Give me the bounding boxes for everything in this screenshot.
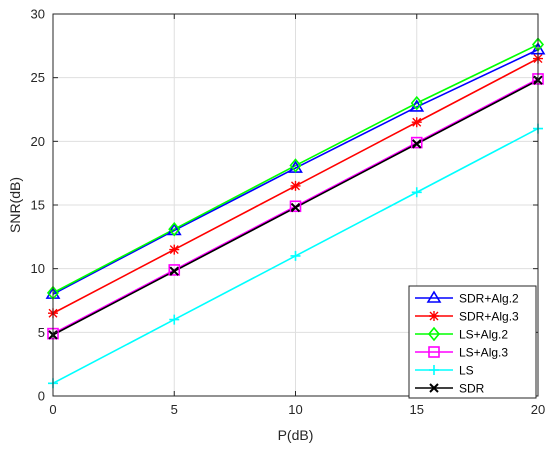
y-tick-label: 25: [31, 70, 45, 85]
data-point-LS: [290, 250, 301, 261]
y-tick-label: 10: [31, 261, 45, 276]
legend-marker-SDR: [429, 383, 439, 393]
x-axis-label: P(dB): [278, 427, 314, 443]
series-line-SDR+Alg.2: [52, 48, 539, 295]
legend-label-SDR+Alg.3: SDR+Alg.3: [459, 310, 519, 324]
data-point-LS+Alg.3: [289, 200, 302, 213]
y-tick-label: 0: [38, 389, 45, 404]
legend-box: [408, 285, 537, 399]
legend-label-SDR+Alg.2: SDR+Alg.2: [459, 292, 519, 306]
data-point-SDR: [169, 266, 179, 276]
data-point-SDR: [290, 202, 301, 213]
legend-label-LS: LS: [459, 364, 474, 378]
x-tick-label: 5: [171, 402, 178, 417]
x-tick-label: 15: [410, 402, 424, 417]
legend-marker-LS: [429, 365, 439, 375]
x-tick-label: 10: [288, 402, 302, 417]
series-line-LS+Alg.2: [52, 43, 539, 294]
y-tick-label: 30: [31, 7, 45, 22]
y-tick-label: 5: [38, 325, 45, 340]
data-point-SDR+Alg.3: [169, 244, 180, 255]
axis-ticks: 0 5 10 15 20 0 5 10 15 20 25 30: [31, 7, 546, 418]
data-point-LS+Alg.2: [168, 221, 181, 237]
data-point-SDR+Alg.3: [411, 117, 422, 128]
data-point-SDR+Alg.3: [290, 180, 301, 191]
legend-marker-LS+Alg.3: [428, 346, 440, 358]
x-tick-label: 0: [49, 402, 56, 417]
legend-label-LS+Alg.3: LS+Alg.3: [459, 346, 508, 360]
data-point-LS+Alg.2: [410, 95, 423, 111]
legend: SDR+Alg.2 SDR+Alg.3 LS+Alg.2 LS+Alg.3 LS SDR: [408, 285, 537, 399]
legend-marker-SDR+Alg.2: [426, 290, 442, 303]
legend-label-LS+Alg.2: LS+Alg.2: [459, 328, 508, 342]
data-point-LS: [169, 314, 180, 325]
data-point-SDR: [412, 139, 422, 149]
y-axis-label: SNR(dB): [7, 177, 23, 233]
data-point-LS: [411, 187, 422, 198]
y-tick-label: 20: [31, 134, 45, 149]
data-point-LS+Alg.3: [410, 136, 423, 149]
data-point-LS+Alg.3: [168, 264, 181, 276]
y-tick-label: 15: [31, 198, 45, 213]
legend-label-SDR: SDR: [459, 382, 485, 396]
legend-marker-SDR+Alg.3: [429, 311, 439, 321]
legend-marker-LS+Alg.2: [427, 326, 441, 342]
data-point-LS+Alg.2: [289, 158, 302, 173]
x-tick-label: 20: [531, 402, 545, 417]
